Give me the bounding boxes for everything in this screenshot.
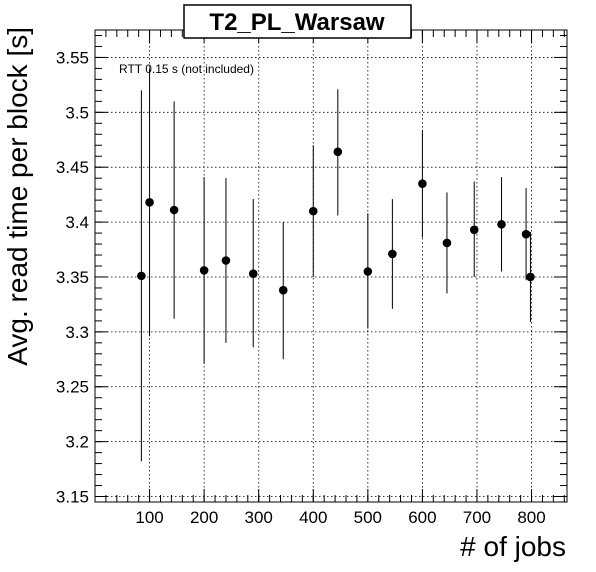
data-point: [137, 271, 146, 281]
x-tick-label: 100: [135, 508, 163, 527]
data-point: [221, 256, 231, 265]
data-point: [388, 249, 397, 259]
title-box: [183, 4, 412, 39]
data-point: [363, 267, 373, 276]
data-point: [418, 179, 427, 188]
y-tick-label: 3.25: [56, 378, 89, 397]
x-tick-label: 700: [463, 508, 491, 527]
x-tick-label: 300: [245, 508, 273, 527]
y-tick-label: 3.2: [65, 433, 89, 452]
grid: [95, 30, 567, 502]
data-points: [137, 147, 535, 295]
data-point: [469, 225, 479, 235]
data-point: [333, 147, 343, 157]
y-tick-label: 3.15: [56, 488, 89, 507]
annotation-text: RTT 0.15 s (not included): [119, 62, 254, 76]
data-point: [526, 272, 535, 282]
data-point: [169, 205, 179, 215]
y-tick-label: 3.5: [65, 103, 89, 122]
data-point: [497, 219, 506, 229]
y-axis-title: Avg. read time per block [s]: [2, 27, 33, 366]
data-point: [521, 229, 531, 239]
y-tick-label: 3.4: [65, 213, 89, 232]
data-point: [248, 269, 258, 278]
data-point: [442, 238, 452, 248]
y-tick-label: 3.45: [56, 158, 89, 177]
x-tick-label: 200: [190, 508, 218, 527]
x-tick-label: 500: [354, 508, 382, 527]
tick-labels: 3.15 3.2 3.25 3.3 3.35 3.4 3.45 3.5 3.55 100 200 30…: [56, 48, 546, 527]
data-point: [145, 198, 154, 207]
x-tick-label: 400: [299, 508, 327, 527]
data-point: [199, 266, 209, 275]
y-tick-label: 3.35: [56, 268, 89, 287]
x-axis-title: # of jobs: [460, 531, 566, 562]
x-tick-label: 800: [517, 508, 545, 527]
data-point: [278, 285, 288, 295]
x-tick-label: 600: [408, 508, 436, 527]
y-tick-label: 3.3: [65, 323, 89, 342]
y-tick-label: 3.55: [56, 48, 89, 67]
chart-title: T2_PL_Warsaw: [209, 9, 385, 36]
data-point: [308, 206, 318, 216]
